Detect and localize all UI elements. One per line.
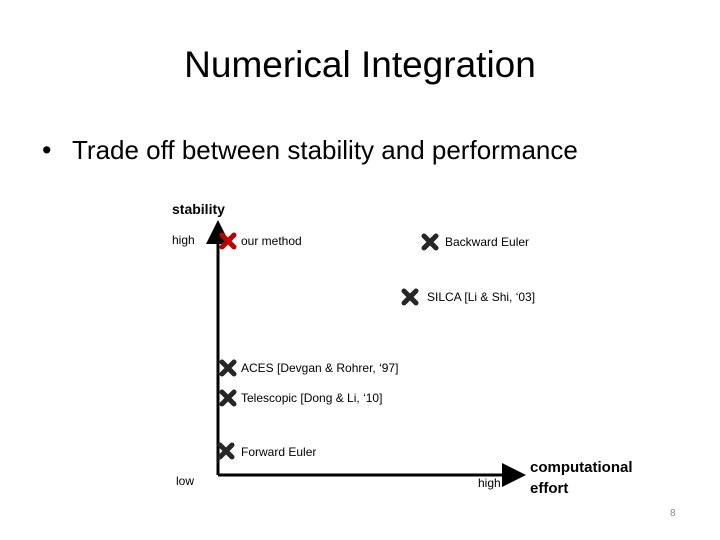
y-high-label: high	[172, 233, 195, 247]
slide-title: Numerical Integration	[184, 44, 536, 85]
y-low-label: low	[176, 474, 195, 488]
point-label: Telescopic [Dong & Li, ‘10]	[241, 391, 383, 405]
x-marker	[219, 389, 237, 407]
point-label: Backward Euler	[445, 235, 530, 249]
point-label: Forward Euler	[241, 445, 317, 459]
x-stroke	[219, 359, 237, 377]
x-stroke	[401, 288, 419, 306]
x-marker	[217, 442, 235, 460]
point-label: our method	[241, 234, 302, 248]
point-label: ACES [Devgan & Rohrer, ‘97]	[241, 361, 399, 375]
x-stroke	[421, 233, 439, 251]
x-stroke	[219, 232, 237, 250]
page-number: 8	[670, 508, 676, 519]
x-marker	[421, 233, 439, 251]
x-axis-label: computational effort	[530, 459, 633, 497]
x-high-label: high	[478, 476, 501, 490]
x-stroke	[219, 389, 237, 407]
y-axis-label: stability	[172, 201, 225, 217]
bullet-text: Trade off between stability and performa…	[72, 135, 578, 165]
x-marker	[401, 288, 419, 306]
point-label: SILCA [Li & Shi, ‘03]	[427, 290, 536, 304]
x-marker	[219, 359, 237, 377]
x-marker	[219, 232, 237, 250]
bullet-dot: •	[42, 135, 52, 165]
x-stroke	[217, 442, 235, 460]
